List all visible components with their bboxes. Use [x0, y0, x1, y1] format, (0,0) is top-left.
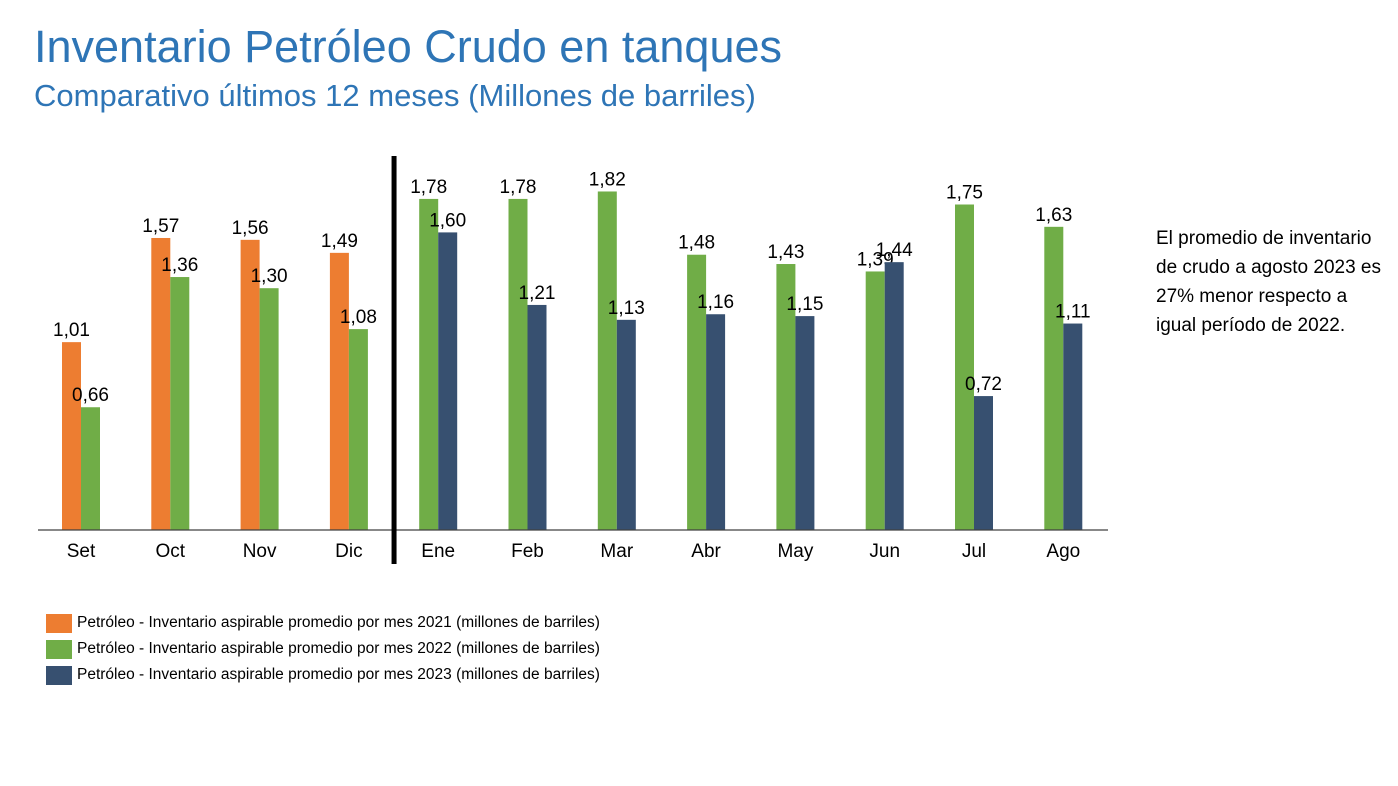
legend-item-2023: Petróleo - Inventario aspirable promedio…: [46, 662, 600, 688]
x-tick-label-mar: Mar: [600, 541, 633, 562]
legend-swatch-2022: [46, 639, 72, 659]
bar-ene-s2: [419, 198, 439, 531]
bar-abr-s3: [706, 314, 726, 530]
bar-nov-s1: [240, 239, 260, 530]
x-tick-label-ene: Ene: [421, 541, 455, 562]
bar-label-oct-s1: 1,57: [142, 216, 179, 237]
legend-swatch-2021: [46, 613, 72, 633]
bar-feb-s3: [527, 304, 547, 530]
bar-jun-s2: [865, 271, 885, 530]
bar-may-s3: [795, 316, 815, 530]
bar-ene-s3: [438, 232, 458, 530]
bar-label-jul-s2: 1,75: [946, 183, 983, 204]
x-tick-label-nov: Nov: [243, 541, 277, 562]
bar-label-dic-s2: 1,08: [340, 307, 377, 328]
bar-label-may-s3: 1,15: [786, 294, 823, 315]
x-tick-label-set: Set: [67, 541, 96, 562]
bar-label-jun-s2: 1,39: [857, 249, 894, 270]
bar-label-jun-s3: 1,44: [876, 240, 913, 261]
legend-label-2023: Petróleo - Inventario aspirable promedio…: [77, 666, 600, 683]
x-tick-label-abr: Abr: [691, 541, 721, 562]
bar-nov-s2: [259, 288, 279, 530]
bar-feb-s2: [508, 198, 528, 531]
bar-abr-s2: [687, 254, 707, 530]
bar-set-s1: [62, 342, 81, 530]
bar-may-s2: [776, 264, 796, 530]
legend-label-2022: Petróleo - Inventario aspirable promedio…: [77, 640, 600, 657]
bar-label-nov-s1: 1,56: [232, 218, 269, 239]
bar-label-mar-s3: 1,13: [608, 298, 645, 319]
bar-mar-s2: [597, 191, 617, 531]
x-tick-label-jun: Jun: [869, 541, 900, 562]
summary-note: El promedio de inventario de crudo a ago…: [1156, 228, 1382, 336]
bar-label-ene-s3: 1,60: [429, 210, 466, 231]
bar-ago-s3: [1063, 323, 1083, 530]
x-tick-label-jul: Jul: [962, 541, 986, 562]
x-tick-label-may: May: [777, 541, 813, 562]
bar-label-feb-s2: 1,78: [500, 177, 537, 198]
bar-label-dic-s1: 1,49: [321, 231, 358, 252]
bar-label-abr-s3: 1,16: [697, 292, 734, 313]
bar-jul-s2: [955, 204, 974, 530]
x-tick-label-ago: Ago: [1046, 541, 1080, 562]
bar-label-nov-s2: 1,30: [251, 266, 288, 287]
bar-label-feb-s3: 1,21: [519, 283, 556, 304]
bar-label-jul-s3: 0,72: [965, 374, 1002, 395]
bar-label-set-s1: 1,01: [53, 320, 90, 341]
legend-swatch-2023: [46, 665, 72, 685]
page-subtitle: Comparativo últimos 12 meses (Millones d…: [34, 78, 756, 113]
bar-mar-s3: [616, 319, 636, 530]
bar-ago-s2: [1044, 226, 1064, 530]
x-tick-label-dic: Dic: [335, 541, 362, 562]
x-tick-label-feb: Feb: [511, 541, 544, 562]
bar-set-s2: [81, 407, 100, 530]
bar-label-abr-s2: 1,48: [678, 233, 715, 254]
bar-jul-s3: [974, 396, 993, 530]
bar-jun-s3: [884, 262, 904, 530]
bar-label-ene-s2: 1,78: [410, 177, 447, 198]
bar-dic-s2: [348, 329, 368, 530]
bar-label-may-s2: 1,43: [767, 242, 804, 263]
bar-label-set-s2: 0,66: [72, 385, 109, 406]
x-tick-label-oct: Oct: [156, 541, 186, 562]
bar-dic-s1: [329, 252, 349, 531]
page-title: Inventario Petróleo Crudo en tanques: [34, 21, 782, 72]
bar-label-mar-s2: 1,82: [589, 169, 626, 190]
bar-chart: 1,01 0,66 Set 1,57 1,36 Oct 1,56 1,30 Nov 1,49 1,0…: [38, 156, 1108, 564]
bar-oct-s2: [170, 277, 190, 530]
legend-label-2021: Petróleo - Inventario aspirable promedio…: [77, 614, 600, 631]
bar-oct-s1: [151, 237, 171, 531]
legend-item-2021: Petróleo - Inventario aspirable promedio…: [46, 610, 600, 636]
bar-label-ago-s2: 1,63: [1035, 205, 1072, 226]
bar-label-ago-s3: 1,11: [1055, 302, 1091, 323]
chart-legend: Petróleo - Inventario aspirable promedio…: [46, 610, 600, 688]
legend-item-2022: Petróleo - Inventario aspirable promedio…: [46, 636, 600, 662]
bar-label-oct-s2: 1,36: [161, 255, 198, 276]
